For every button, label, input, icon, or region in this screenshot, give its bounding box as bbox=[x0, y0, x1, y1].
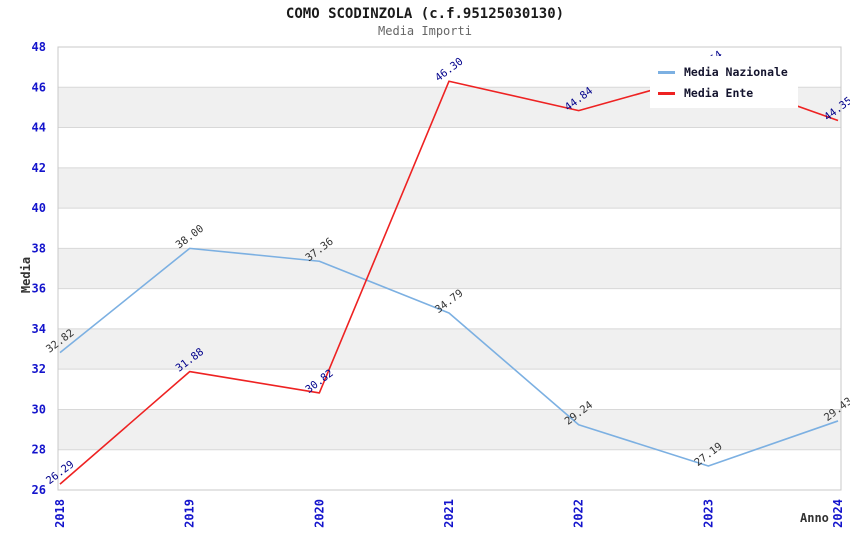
grid-band bbox=[58, 369, 841, 410]
x-tick-label: 2019 bbox=[183, 499, 197, 528]
y-tick-label: 48 bbox=[32, 40, 46, 54]
grid-band bbox=[58, 208, 841, 249]
x-tick-label: 2021 bbox=[442, 499, 456, 528]
legend-item-media-ente: Media Ente bbox=[658, 86, 790, 100]
grid-band bbox=[58, 127, 841, 168]
chart-title: COMO SCODINZOLA (c.f.95125030130) bbox=[285, 6, 565, 22]
x-axis-label: Anno bbox=[800, 511, 829, 525]
grid-band bbox=[58, 288, 841, 329]
plot-border bbox=[57, 46, 842, 491]
x-tick-label: 2020 bbox=[312, 499, 326, 528]
legend-swatch-ente-icon bbox=[658, 91, 675, 95]
x-tick-label: 2024 bbox=[831, 499, 845, 528]
grid-band bbox=[58, 248, 841, 289]
x-tick-label: 2018 bbox=[53, 499, 67, 528]
x-tick-label: 2022 bbox=[572, 499, 586, 528]
y-tick-label: 36 bbox=[32, 282, 46, 296]
y-tick-label: 30 bbox=[32, 402, 46, 416]
grid-band bbox=[58, 409, 841, 450]
y-tick-label: 32 bbox=[32, 362, 46, 376]
y-tick-label: 44 bbox=[32, 121, 46, 135]
legend-item-media-nazionale: Media Nazionale bbox=[658, 65, 790, 79]
y-tick-label: 26 bbox=[32, 483, 46, 497]
series-line-media-nazionale bbox=[59, 247, 839, 467]
y-tick-label: 28 bbox=[32, 443, 46, 457]
grid-band bbox=[58, 167, 841, 209]
x-tick-label: 2023 bbox=[701, 499, 715, 528]
chart-subtitle: Media Importi bbox=[378, 24, 472, 38]
grid-band bbox=[58, 449, 841, 490]
legend-swatch-nazionale-icon bbox=[658, 70, 675, 74]
y-tick-label: 42 bbox=[32, 161, 46, 175]
legend-label: Media Ente bbox=[684, 86, 754, 100]
y-axis-label: Media bbox=[19, 256, 34, 294]
legend-label: Media Nazionale bbox=[684, 65, 788, 79]
y-tick-label: 34 bbox=[32, 322, 46, 336]
grid-band bbox=[58, 328, 841, 370]
y-tick-label: 40 bbox=[32, 201, 46, 215]
legend: Media Nazionale Media Ente bbox=[650, 56, 798, 108]
y-tick-label: 46 bbox=[32, 80, 46, 94]
y-tick-label: 38 bbox=[32, 241, 46, 255]
